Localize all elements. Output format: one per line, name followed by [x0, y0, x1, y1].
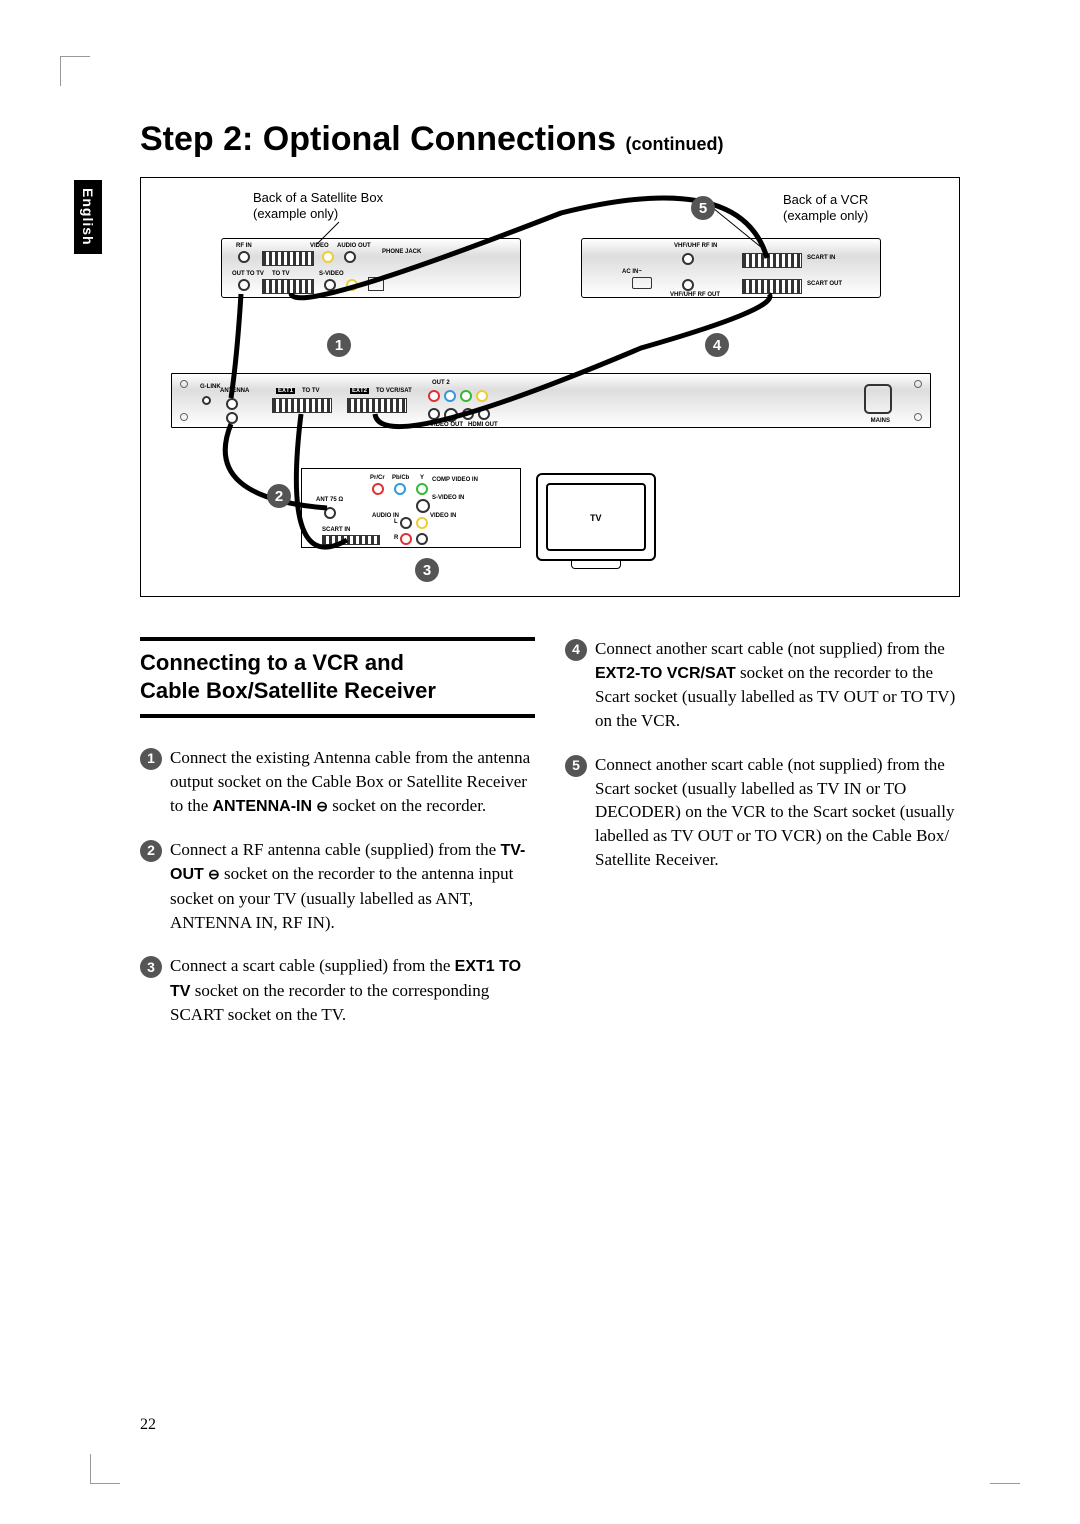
crop-mark-bl [90, 1454, 120, 1484]
step-4: 4 Connect another scart cable (not suppl… [565, 637, 960, 733]
callout-4: 4 [705, 333, 729, 357]
section-heading: Connecting to a VCR and Cable Box/Satell… [140, 637, 535, 718]
step-number: 3 [140, 956, 162, 978]
step-text: Connect a RF antenna cable (supplied) fr… [170, 838, 535, 934]
callout-3: 3 [415, 558, 439, 582]
step-text: Connect a scart cable (supplied) from th… [170, 954, 535, 1027]
title-main: Step 2: Optional Connections [140, 120, 616, 158]
cables-svg [141, 178, 961, 598]
tv-out-icon: ⊖ [208, 866, 220, 882]
step-text: Connect another scart cable (not supplie… [595, 753, 960, 872]
step-text: Connect another scart cable (not supplie… [595, 637, 960, 733]
callout-1: 1 [327, 333, 351, 357]
page-number: 22 [140, 1416, 156, 1434]
title-continued: (continued) [625, 134, 723, 154]
step-2: 2 Connect a RF antenna cable (supplied) … [140, 838, 535, 934]
step-3: 3 Connect a scart cable (supplied) from … [140, 954, 535, 1027]
crop-mark-br [990, 1454, 1020, 1484]
right-column: 4 Connect another scart cable (not suppl… [565, 637, 960, 1047]
crop-mark-tl [60, 56, 90, 86]
step-1: 1 Connect the existing Antenna cable fro… [140, 746, 535, 818]
content-columns: Connecting to a VCR and Cable Box/Satell… [140, 637, 960, 1047]
callout-2: 2 [267, 484, 291, 508]
language-label: English [80, 188, 96, 246]
left-column: Connecting to a VCR and Cable Box/Satell… [140, 637, 535, 1047]
step-5: 5 Connect another scart cable (not suppl… [565, 753, 960, 872]
step-number: 2 [140, 840, 162, 862]
step-text: Connect the existing Antenna cable from … [170, 746, 535, 818]
step-number: 4 [565, 639, 587, 661]
page-title: Step 2: Optional Connections (continued) [140, 120, 1010, 159]
callout-5: 5 [691, 196, 715, 220]
antenna-in-icon: ⊖ [316, 798, 328, 814]
step-number: 1 [140, 748, 162, 770]
step-number: 5 [565, 755, 587, 777]
connection-diagram: RF IN VIDEO AUDIO OUT PHONE JACK OUT TO … [140, 177, 960, 597]
language-tab: English [74, 180, 102, 254]
